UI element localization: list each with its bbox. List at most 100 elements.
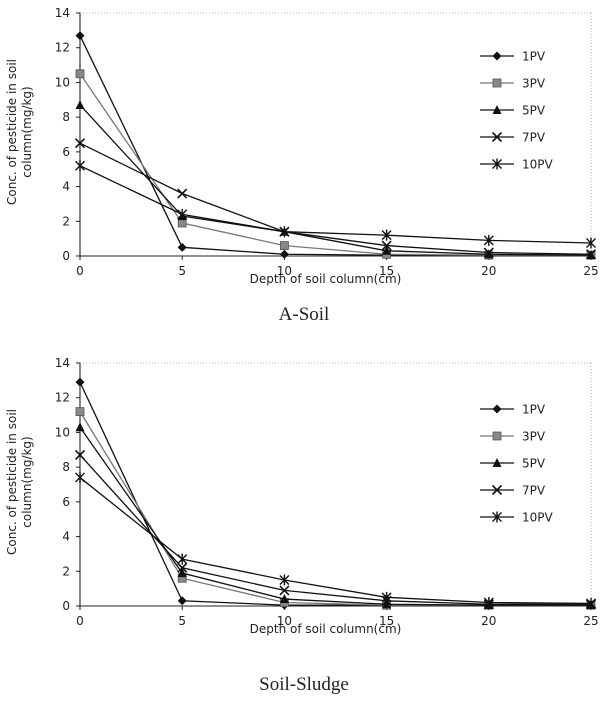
data-point — [381, 591, 392, 603]
y-axis-label-line: column(mg/kg) — [20, 436, 34, 527]
legend-label: 7PV — [522, 484, 546, 498]
legend-marker — [492, 511, 502, 523]
y-tick-label: 6 — [62, 145, 70, 159]
chart-caption: A-Soil — [279, 304, 330, 325]
x-tick-label: 20 — [481, 264, 496, 278]
data-point — [75, 160, 85, 172]
series-line — [79, 165, 592, 244]
data-point — [279, 574, 290, 586]
series-line — [79, 142, 592, 255]
x-axis-label: Depth of soil column(cm) — [250, 272, 402, 286]
data-point — [75, 472, 85, 484]
data-point — [75, 99, 85, 109]
series-3PV — [75, 69, 596, 260]
y-tick-label: 10 — [55, 425, 70, 439]
series-1PV — [75, 377, 596, 610]
y-axis-label: Conc. of pesticide in soilcolumn(mg/kg) — [5, 59, 34, 205]
legend-marker — [492, 78, 502, 88]
chart-2: 0 2 4 6 8 10 12 14 0 5 10 15 20 25 Depth of soil colum… — [5, 356, 599, 695]
y-axis-label-line: column(mg/kg) — [20, 86, 34, 177]
data-point — [586, 597, 596, 609]
series-10PV — [75, 472, 596, 609]
y-tick-label: 10 — [55, 75, 70, 89]
series-line — [79, 411, 591, 606]
data-point — [382, 245, 392, 255]
series-line — [79, 381, 591, 606]
data-point — [484, 249, 494, 259]
data-point — [177, 242, 187, 252]
data-point — [279, 585, 290, 596]
data-point — [74, 138, 86, 149]
data-point — [177, 562, 188, 573]
y-tick-label: 4 — [62, 180, 70, 194]
data-point — [483, 597, 494, 609]
x-tick-label: 15 — [379, 264, 394, 278]
series-line — [79, 73, 591, 256]
legend-label: 3PV — [522, 430, 546, 444]
data-point — [75, 377, 85, 387]
legend-marker — [492, 105, 502, 114]
series-line — [79, 477, 592, 605]
series-3PV — [75, 407, 596, 610]
data-point — [177, 568, 187, 578]
data-point — [177, 208, 188, 220]
x-tick-label: 25 — [583, 264, 598, 278]
y-tick-label: 12 — [55, 391, 70, 405]
data-point — [586, 237, 596, 249]
y-axis-label: Conc. of pesticide in soilcolumn(mg/kg) — [5, 409, 34, 555]
x-axis-label: Depth of soil column(cm) — [250, 622, 402, 636]
data-point — [279, 241, 289, 250]
legend-label: 5PV — [522, 457, 546, 471]
y-tick-label: 0 — [62, 249, 70, 263]
y-axis-label-line: Conc. of pesticide in soil — [5, 59, 19, 205]
x-tick-label: 5 — [178, 614, 186, 628]
legend-label: 3PV — [522, 77, 546, 91]
data-point — [279, 594, 289, 604]
legend-marker — [492, 431, 502, 441]
y-tick-label: 14 — [55, 356, 70, 370]
series-7PV — [74, 449, 597, 610]
y-tick-label: 2 — [62, 214, 70, 228]
series-1PV — [75, 31, 596, 260]
legend-marker — [492, 404, 502, 414]
y-tick-label: 14 — [55, 6, 70, 20]
series-10PV — [75, 160, 596, 249]
series-line — [79, 35, 591, 256]
data-point — [585, 249, 597, 260]
legend-marker — [491, 484, 503, 496]
legend: 1PV 3PV 5PV 7PV 10PV — [480, 50, 554, 172]
legend-label: 10PV — [522, 511, 554, 525]
data-point — [382, 599, 392, 609]
y-axis-label-line: Conc. of pesticide in soil — [5, 409, 19, 555]
x-tick-label: 20 — [481, 614, 496, 628]
data-point — [75, 69, 85, 79]
y-tick-label: 2 — [62, 564, 70, 578]
data-point — [177, 218, 187, 228]
data-point — [279, 249, 289, 259]
data-point — [177, 596, 187, 606]
data-point — [279, 226, 290, 238]
legend-marker — [492, 458, 502, 467]
data-point — [177, 188, 188, 199]
x-tick-label: 25 — [583, 614, 598, 628]
data-point — [483, 247, 494, 258]
series-line — [79, 454, 591, 605]
series-line — [79, 426, 591, 606]
legend-label: 1PV — [522, 403, 546, 417]
chart-caption: Soil-Sludge — [259, 674, 349, 695]
x-tick-label: 10 — [277, 264, 292, 278]
data-point — [75, 407, 85, 417]
data-point — [74, 449, 86, 461]
x-tick-label: 15 — [379, 614, 394, 628]
data-point — [381, 229, 392, 241]
legend-label: 5PV — [522, 104, 546, 118]
y-tick-label: 6 — [62, 495, 70, 509]
chart-1: 0 2 4 6 8 10 12 14 0 5 10 15 20 25 Depth of soil colum… — [5, 6, 599, 325]
legend-marker — [491, 131, 503, 143]
series-5PV — [75, 422, 596, 610]
legend: 1PV 3PV 5PV 7PV 10PV — [480, 403, 554, 525]
legend-marker — [492, 51, 502, 61]
legend-label: 10PV — [522, 158, 554, 172]
